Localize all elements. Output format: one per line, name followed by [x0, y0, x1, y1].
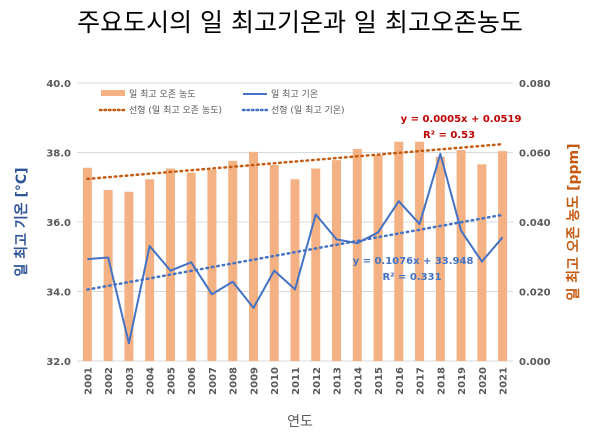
- x-tick-label: 2021: [499, 367, 510, 395]
- x-tick-label: 2014: [353, 367, 364, 395]
- x-tick-label: 2018: [436, 367, 447, 395]
- ozone-trend-equation: y = 0.0005x + 0.0519: [401, 114, 522, 125]
- y-axis-right-label: 일 최고 오존 농도 [ppm]: [566, 143, 582, 300]
- x-tick-label: 2017: [416, 367, 427, 395]
- x-tick-label: 2012: [312, 367, 323, 395]
- x-tick-label: 2001: [83, 367, 94, 395]
- ozone-bar: [124, 192, 133, 361]
- ozone-bar: [145, 179, 154, 361]
- ozone-bar: [332, 160, 341, 361]
- ozone-bar: [249, 152, 258, 361]
- y-left-tick-label: 40.0: [46, 79, 71, 90]
- temp-trend-equation: y = 0.1076x + 33.948: [353, 256, 474, 267]
- legend-label-temp: 일 최고 기온: [271, 89, 318, 100]
- x-tick-label: 2013: [333, 367, 344, 395]
- ozone-bar: [270, 165, 279, 361]
- y-left-tick-label: 34.0: [46, 288, 71, 299]
- x-tick-label: 2003: [125, 367, 136, 395]
- y-left-tick-label: 38.0: [46, 149, 71, 160]
- x-tick-label: 2011: [291, 367, 302, 395]
- y-right-tick-label: 0.020: [519, 288, 551, 299]
- y-right-tick-label: 0.080: [519, 79, 551, 90]
- ozone-bar: [228, 161, 237, 361]
- y-left-tick-label: 32.0: [46, 357, 71, 368]
- ozone-bar: [207, 170, 216, 361]
- x-tick-label: 2016: [395, 367, 406, 395]
- ozone-bar: [311, 168, 320, 361]
- y-right-tick-label: 0.000: [519, 357, 551, 368]
- legend-label-ozone-trend: 선형 (일 최고 오존 농도): [129, 105, 222, 116]
- y-right-tick-label: 0.060: [519, 149, 551, 160]
- temp-trend-r2: R² = 0.331: [382, 272, 441, 283]
- x-tick-label: 2019: [457, 367, 468, 395]
- x-tick-label: 2009: [249, 367, 260, 395]
- x-tick-label: 2005: [166, 367, 177, 395]
- x-axis-label: 연도: [287, 414, 313, 430]
- y-right-tick-label: 0.040: [519, 218, 551, 229]
- ozone-bar: [353, 149, 362, 361]
- x-tick-label: 2002: [104, 367, 115, 395]
- ozone-trend-r2: R² = 0.53: [423, 130, 475, 141]
- x-tick-label: 2007: [208, 367, 219, 395]
- x-tick-label: 2020: [478, 367, 489, 395]
- ozone-bar: [394, 142, 403, 361]
- x-tick-label: 2008: [229, 367, 240, 395]
- ozone-bar: [415, 142, 424, 361]
- ozone-bar: [166, 168, 175, 361]
- legend-swatch-ozone: [101, 90, 125, 96]
- chart-title: 주요도시의 일 최고기온과 일 최고오존농도: [77, 8, 523, 37]
- ozone-bar: [477, 164, 486, 361]
- ozone-bar: [83, 168, 92, 361]
- x-tick-label: 2010: [270, 367, 281, 395]
- x-tick-label: 2006: [187, 367, 198, 395]
- legend-label-temp-trend: 선형 (일 최고 기온): [271, 105, 345, 116]
- legend: 일 최고 오존 농도 일 최고 기온 선형 (일 최고 오존 농도) 선형 (일…: [100, 89, 345, 116]
- ozone-bar: [498, 151, 507, 361]
- y-left-tick-label: 36.0: [46, 218, 71, 229]
- legend-label-ozone: 일 최고 오존 농도: [129, 89, 196, 100]
- ozone-bar: [104, 190, 113, 361]
- ozone-bar: [291, 179, 300, 361]
- x-tick-label: 2015: [374, 367, 385, 395]
- x-tick-label: 2004: [146, 367, 157, 395]
- y-axis-left-label: 일 최고 기온 [°C]: [14, 167, 30, 276]
